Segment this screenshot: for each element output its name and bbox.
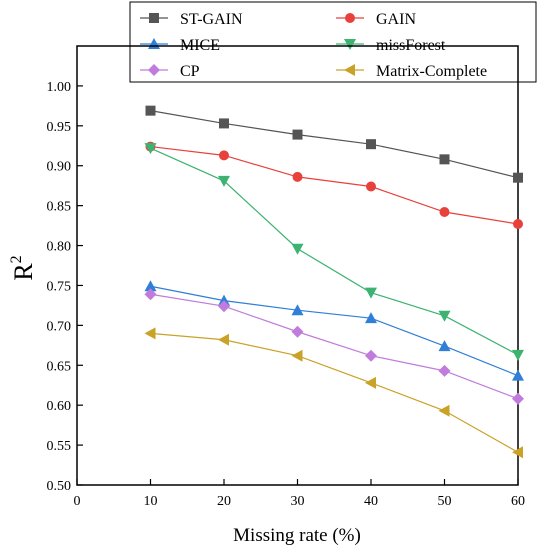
data-point-missforest (144, 143, 157, 155)
series-gain (145, 141, 523, 229)
data-point-matrix-complete (365, 376, 376, 389)
y-tick-label: 0.80 (47, 240, 72, 255)
legend-label-matrix-complete: Matrix-Complete (376, 63, 487, 80)
series-line-cp (150, 293, 519, 400)
data-point-cp (365, 349, 377, 362)
legend-label-st-gain: ST-GAIN (180, 11, 243, 28)
data-point-missforest (365, 287, 377, 299)
y-tick-label: 0.85 (47, 200, 72, 215)
legend-marker-matrix-complete (344, 64, 355, 76)
data-point-missforest (438, 310, 451, 322)
series-st-gain (145, 105, 523, 183)
data-point-cp (144, 288, 157, 301)
data-point-st-gain (439, 154, 450, 165)
y-tick-label: 0.60 (47, 399, 72, 414)
x-tick-label: 40 (364, 494, 378, 509)
y-tick-label: 0.90 (47, 160, 72, 175)
data-point-st-gain (292, 129, 303, 140)
series-line-matrix-complete (150, 332, 519, 453)
series-line-st-gain (150, 110, 519, 179)
x-axis-title: Missing rate (%) (233, 525, 361, 546)
x-tick-label: 50 (438, 494, 452, 509)
series-line-gain (150, 145, 519, 225)
y-tick-label: 1.00 (47, 80, 72, 95)
data-point-cp (438, 364, 451, 377)
data-point-missforest (291, 243, 304, 255)
y-axis-title-base: R (9, 263, 38, 281)
data-point-matrix-complete (291, 349, 303, 362)
data-point-mice (512, 369, 524, 381)
data-point-matrix-complete (438, 404, 450, 417)
legend-label-gain: GAIN (376, 11, 416, 28)
legend-item-matrix-complete: Matrix-Complete (336, 63, 487, 80)
data-point-matrix-complete (144, 327, 156, 340)
y-tick-label: 0.55 (47, 439, 72, 454)
data-point-gain (513, 218, 523, 229)
axes: 0 10 20 30 40 50 60 0.50 0.55 0.60 0.65 0.70 0.75 0.8… (47, 80, 526, 509)
data-point-gain (219, 150, 229, 161)
series-line-mice (150, 285, 519, 377)
data-point-gain (366, 181, 376, 192)
data-point-mice (365, 312, 377, 324)
series-matrix-complete (144, 327, 523, 459)
legend-item-gain: GAIN (336, 11, 416, 28)
y-tick-label: 0.50 (47, 479, 72, 494)
legend-marker-gain (345, 13, 355, 23)
legend-item-cp: CP (140, 63, 200, 80)
data-point-gain (292, 171, 303, 182)
data-point-st-gain (366, 139, 376, 150)
legend-label-cp: CP (180, 63, 200, 80)
data-point-cp (218, 300, 230, 313)
data-point-gain (439, 207, 450, 218)
x-tick-label: 60 (511, 494, 525, 509)
series-cp (144, 288, 524, 405)
x-tick-label: 10 (144, 494, 158, 509)
y-axis-title: R2 (8, 255, 38, 280)
legend-box (129, 1, 537, 83)
plot-frame (76, 45, 519, 486)
data-point-st-gain (219, 118, 229, 129)
y-tick-label: 0.70 (47, 319, 72, 334)
legend-item-st-gain: ST-GAIN (140, 11, 243, 28)
data-point-mice (291, 304, 304, 316)
data-point-mice (438, 340, 451, 352)
legend-marker-st-gain (149, 13, 159, 23)
data-point-mice (144, 280, 157, 292)
y-axis-title-superscript: 2 (8, 255, 25, 263)
series-line-missforest (150, 147, 519, 356)
data-point-missforest (512, 349, 524, 361)
series-mice (144, 280, 524, 381)
x-tick-label: 0 (74, 494, 81, 509)
data-point-cp (291, 325, 304, 338)
plot-area (76, 45, 519, 486)
x-tick-label: 20 (217, 494, 231, 509)
data-point-st-gain (145, 105, 156, 116)
data-point-st-gain (513, 172, 523, 183)
data-point-mice (218, 294, 230, 306)
data-point-missforest (218, 175, 230, 187)
data-point-matrix-complete (218, 333, 229, 346)
x-tick-label: 30 (291, 494, 305, 509)
y-tick-label: 0.75 (47, 279, 72, 294)
y-tick-label: 0.95 (47, 120, 72, 135)
data-point-cp (512, 392, 524, 405)
legend-marker-cp (148, 64, 160, 76)
y-tick-label: 0.65 (47, 359, 72, 374)
series-missforest (144, 143, 524, 361)
series-group (144, 105, 524, 459)
data-point-matrix-complete (512, 446, 523, 459)
legend-marker-missforest (344, 39, 356, 50)
